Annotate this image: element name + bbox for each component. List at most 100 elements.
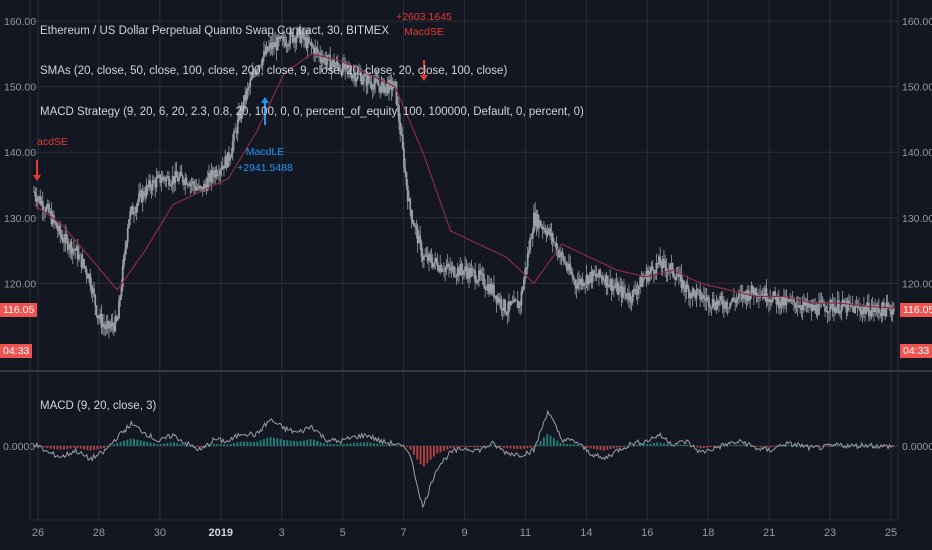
candle-body [341,61,344,75]
candle-body [293,37,295,43]
macd-histogram-bar [179,443,182,446]
candle-body [515,300,518,302]
macd-histogram-bar [216,443,219,446]
candle-body [339,70,342,72]
macd-histogram-bar [549,435,552,446]
macd-histogram-bar [156,444,159,446]
macd-legend[interactable]: MACD (9, 20, close, 3) [40,400,157,412]
candle-body [819,300,822,304]
macd-histogram-bar [589,446,592,449]
candle-body [776,295,779,305]
candle-body [173,175,175,184]
macd-histogram-bar [219,444,222,446]
candle-body [301,32,304,37]
macd-histogram-bar [136,439,139,446]
candle-body [656,262,659,264]
candle-body [221,165,224,170]
candle-body [736,298,739,300]
macd-histogram-bar [816,446,819,447]
candle-body [118,300,120,319]
candle-body [305,37,308,49]
candle-body [530,237,533,239]
candle-body [516,300,519,309]
candle-body [375,77,378,81]
macd-histogram-bar [806,446,809,447]
candle-body [41,201,44,211]
candle-body [281,36,284,38]
candle-body [620,285,623,298]
candle-body [198,185,200,189]
candle-body [730,301,733,303]
candle-body [309,42,312,43]
candle-body [148,180,150,188]
candle-body [560,252,563,256]
candle-body [121,265,124,288]
candle-body [546,230,549,236]
candle-body [779,305,782,308]
macd-histogram-bar [836,445,839,447]
strategy-legend[interactable]: MACD Strategy (9, 20, 6, 20, 2.3, 0.8, 2… [40,106,584,118]
candle-body [529,237,532,251]
macd-histogram-bar [312,439,315,446]
candle-body [470,269,473,277]
candle-body [178,176,180,182]
macd-histogram-bar [146,441,149,446]
macd-histogram-bar [782,445,785,447]
candle-body [45,206,48,212]
macd-histogram-bar [572,444,575,446]
macd-histogram-bar [679,444,682,446]
x-tick-label: 21 [763,527,775,539]
candle-body [725,301,728,309]
price-grid [30,0,898,520]
candle-body [351,75,354,79]
candle-body [299,28,302,43]
macd-histogram-bar [82,446,85,450]
candle-body [830,299,833,302]
candle-body [191,181,194,184]
candle-body [409,198,412,210]
macd-histogram-bar [279,439,282,446]
macd-histogram-bar [419,446,422,465]
candle-body [591,270,594,283]
candle-body [494,295,497,298]
candle-body [484,286,487,289]
candle-body [63,242,65,243]
macd-histogram-bar [682,444,685,446]
candle-body [829,299,832,312]
candle-body [348,68,350,69]
candle-body [60,234,63,238]
sma-legend[interactable]: SMAs (20, close, 50, close, 100, close, … [40,65,508,77]
candle-body [549,228,552,237]
candle-body [264,51,267,55]
candle-body [458,267,460,276]
candle-body [509,301,512,305]
candle-body [749,296,752,301]
candle-body [713,299,715,307]
candle-body [380,82,383,93]
candle-body [453,266,455,277]
macd-histogram-bar [382,444,385,446]
candle-body [824,306,827,312]
candle-body [261,57,264,66]
x-tick-label: 2019 [209,527,233,539]
candle-body [631,290,634,303]
candle-body [601,276,604,281]
macd-histogram-bar [532,446,535,448]
candle-body [744,291,747,295]
candle-body [79,254,82,256]
candle-body [674,276,677,280]
x-tick-label: 16 [641,527,653,539]
macd-histogram-bar [759,446,762,448]
macd-histogram-bar [342,443,345,446]
y-tick-label: 150.00 [902,82,932,94]
candle-body [298,28,300,30]
candle-body [798,305,800,308]
macd-histogram-bar [772,446,775,447]
macd-histogram-bar [596,446,599,450]
macd-histogram-bar [872,445,875,447]
candle-body [228,152,230,161]
candle-body [436,262,439,269]
candle-body [296,28,299,37]
candle-body [766,301,769,303]
